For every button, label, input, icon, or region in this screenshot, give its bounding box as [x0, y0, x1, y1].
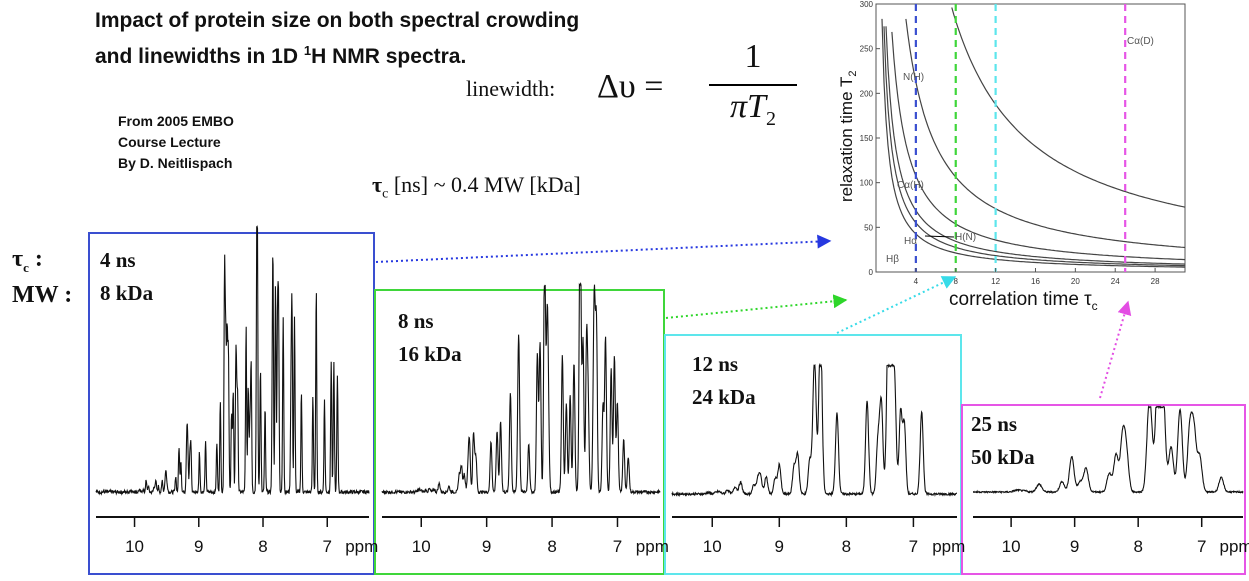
y-tick-label: 100 — [860, 179, 874, 188]
arrow-4ns — [375, 234, 832, 263]
panel-tc: 8 ns — [398, 309, 434, 333]
panel-tc: 25 ns — [971, 412, 1018, 436]
arrow-25ns — [1099, 300, 1132, 399]
curve-label-ca-h: Cα(H) — [897, 180, 924, 191]
panel-label: 12 ns 24 kDa — [692, 348, 756, 414]
ppm-tick-label: 9 — [1070, 537, 1079, 556]
h-n-pointer — [924, 235, 955, 238]
ppm-tick-label: 9 — [482, 537, 491, 556]
ppm-tick-label: 8 — [842, 537, 851, 556]
t2-y-ticks: 300 250 200 150 100 50 0 — [860, 0, 880, 277]
x-tick-label: 12 — [991, 277, 1000, 286]
y-tick-label: 0 — [869, 268, 874, 277]
curve-label-n-h: N(H) — [903, 72, 924, 83]
t2-curve-labels: Cα(D) N(H) Cα(H) Hα H(N) Hβ — [886, 36, 1154, 265]
credit-line-3: By D. Neitlispach — [118, 155, 233, 171]
formula-lhs: Δυ = — [597, 68, 664, 105]
spectra-traces — [95, 225, 1244, 498]
ppm-tick-label: 9 — [775, 537, 784, 556]
panel-label: 8 ns 16 kDa — [398, 305, 462, 371]
t2-x-axis-label: correlation time τc — [949, 289, 1098, 313]
source-credit: From 2005 EMBO Course Lecture By D. Neit… — [118, 111, 234, 174]
formula-denominator: πT2 — [730, 88, 776, 130]
ppm-axes: 10 9 8 7 ppm 10 9 8 7 ppm 10 9 8 7 ppm 10 9 8 7 ppm — [96, 516, 1249, 556]
spectrum-panel-25ns: 25 ns 50 kDa — [961, 404, 1246, 575]
formula-numerator: 1 — [744, 38, 762, 75]
formula-label: linewidth: — [466, 76, 556, 101]
spectrum-trace — [95, 225, 370, 496]
t2-curve — [891, 31, 1186, 261]
ppm-tick-label: 10 — [703, 537, 722, 556]
page-title: Impact of protein size on both spectral … — [95, 6, 579, 72]
y-tick-label: 300 — [860, 0, 874, 9]
curve-label-hb: Hβ — [886, 254, 899, 265]
panel-tc: 4 ns — [100, 248, 136, 272]
ppm-tick-label: 7 — [613, 537, 622, 556]
mw-row-label: MW : — [12, 282, 73, 308]
curve-label-h-n: H(N) — [955, 232, 976, 243]
ppm-tick-label: 7 — [323, 537, 332, 556]
x-tick-label: 16 — [1031, 277, 1040, 286]
credit-line-1: From 2005 EMBO — [118, 113, 234, 129]
panel-mw: 50 kDa — [971, 445, 1035, 469]
ppm-unit-label: ppm — [932, 537, 965, 556]
formula-fraction: 1 πT2 — [705, 38, 801, 131]
x-tick-label: 20 — [1071, 277, 1080, 286]
t2-relaxation-chart: 300 250 200 150 100 50 0 4 8 12 16 20 24 28 Cα(D) N(… — [837, 0, 1186, 313]
x-tick-label: 24 — [1111, 277, 1120, 286]
fraction-bar — [709, 84, 797, 86]
ppm-tick-label: 7 — [909, 537, 918, 556]
ppm-tick-label: 10 — [1002, 537, 1021, 556]
x-tick-label: 28 — [1151, 277, 1160, 286]
t2-marker-lines — [914, 4, 1127, 272]
spectrum-trace — [972, 405, 1244, 495]
t2-curves — [881, 7, 1186, 268]
y-tick-label: 150 — [860, 134, 874, 143]
spectrum-trace — [671, 362, 957, 498]
t2-x-ticks: 4 8 12 16 20 24 28 — [914, 268, 1160, 286]
panel-label: 4 ns 8 kDa — [100, 244, 153, 310]
ppm-tick-label: 7 — [1197, 537, 1206, 556]
arrow-8ns — [665, 294, 848, 319]
panel-mw: 24 kDa — [692, 385, 756, 409]
ppm-tick-label: 10 — [125, 537, 144, 556]
y-tick-label: 50 — [864, 223, 873, 232]
t2-curve — [881, 18, 1185, 268]
t2-curve — [883, 26, 1186, 267]
ppm-tick-label: 9 — [194, 537, 203, 556]
credit-line-2: Course Lecture — [118, 134, 221, 150]
ppm-tick-label: 8 — [258, 537, 267, 556]
ppm-tick-label: 8 — [547, 537, 556, 556]
y-tick-label: 200 — [860, 89, 874, 98]
spectrum-trace — [381, 282, 661, 496]
t2-y-axis-label: relaxation time T2 — [837, 71, 859, 202]
panel-mw: 8 kDa — [100, 281, 154, 305]
ppm-unit-label: ppm — [636, 537, 669, 556]
t2-curve — [951, 7, 1186, 208]
ppm-unit-label: ppm — [345, 537, 378, 556]
tau-mw-relation: τc [ns] ~ 0.4 MW [kDa] — [372, 172, 581, 202]
title-line-2: and linewidths in 1D 1H NMR spectra. — [95, 43, 467, 68]
ppm-tick-label: 10 — [412, 537, 431, 556]
panel-tc: 12 ns — [692, 352, 739, 376]
x-tick-label: 4 — [914, 277, 919, 286]
title-line-1: Impact of protein size on both spectral … — [95, 9, 580, 32]
panel-mw: 16 kDa — [398, 342, 462, 366]
t2-curve — [905, 18, 1186, 249]
arrow-12ns — [836, 276, 957, 334]
curve-label-ca-d: Cα(D) — [1127, 36, 1154, 47]
t2-curve — [885, 26, 1186, 265]
ppm-tick-label: 8 — [1133, 537, 1142, 556]
ppm-unit-label: ppm — [1219, 537, 1249, 556]
x-tick-label: 8 — [954, 277, 959, 286]
tau-row-label: τc : — [12, 246, 43, 275]
panel-label: 25 ns 50 kDa — [971, 408, 1035, 474]
y-tick-label: 250 — [860, 45, 874, 54]
curve-label-ha: Hα — [904, 236, 917, 247]
